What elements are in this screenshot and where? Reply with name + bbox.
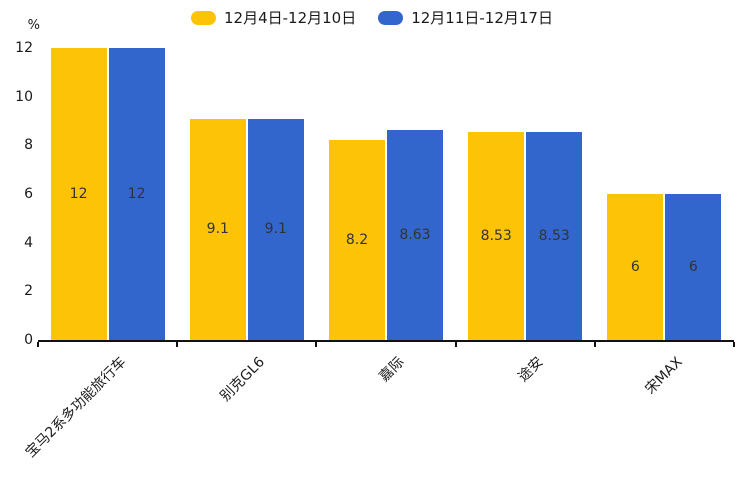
legend-swatch-icon (191, 10, 216, 25)
bar-series-1-category-5: 6 (607, 194, 664, 340)
y-tick-label: 10 (15, 88, 33, 105)
bar-value-label: 6 (630, 259, 640, 275)
bar-value-label: 6 (688, 259, 698, 275)
bar-series-2-category-1: 12 (108, 48, 165, 340)
bar-value-label: 12 (127, 186, 146, 202)
x-axis-line (38, 340, 734, 342)
x-category-label-text: 途安 (515, 354, 547, 386)
bar-series-1-category-2: 9.1 (189, 118, 246, 340)
bar-value-label: 9.1 (264, 221, 287, 238)
legend-item-label: 12月4日-12月10日 (224, 9, 357, 27)
bar-series-2-category-2: 9.1 (247, 118, 304, 340)
bar-series-2-category-3: 8.63 (387, 130, 443, 340)
x-category-label-text: 宝马2系多功能旅行车 (22, 354, 130, 461)
bar-series-1-category-4: 8.53 (468, 132, 525, 340)
y-tick-label: 8 (24, 137, 33, 154)
bar-value-label: 8.63 (399, 226, 431, 243)
y-tick-label: 4 (24, 234, 33, 251)
x-axis-tick (315, 342, 318, 347)
x-axis-tick (454, 342, 457, 347)
bar-series-1-category-1: 12 (50, 48, 107, 340)
chart-legend: 12月4日-12月10日 12月11日-12月17日 (0, 7, 744, 28)
bar-value-label: 8.2 (345, 232, 369, 249)
bar-value-label: 12 (69, 186, 88, 202)
x-axis-tick (733, 342, 735, 347)
y-tick-label: 2 (24, 283, 33, 300)
bar-value-label: 8.53 (538, 228, 570, 245)
y-tick-label: 0 (24, 332, 33, 348)
y-axis-unit-label: % (27, 18, 40, 33)
y-tick-label: 6 (24, 186, 33, 202)
legend-swatch-icon (378, 10, 404, 25)
legend-item[interactable]: 12月4日-12月10日 (191, 7, 356, 28)
x-category-label-text: 嘉际 (376, 354, 408, 386)
x-axis-tick (176, 342, 179, 347)
bar-value-label: 8.53 (480, 228, 512, 245)
x-axis-tick (593, 342, 596, 347)
bar-series-2-category-4: 8.53 (526, 132, 583, 340)
bar-series-2-category-5: 6 (665, 194, 722, 340)
y-tick-label: 12 (15, 40, 33, 56)
legend-item-label: 12月11日-12月17日 (411, 9, 553, 27)
bar-value-label: 9.1 (206, 221, 229, 238)
x-category-label-text: 别克GL6 (217, 354, 269, 405)
x-category-label-text: 宋MAX (642, 354, 686, 398)
legend-item[interactable]: 12月11日-12月17日 (378, 7, 553, 28)
bar-series-1-category-3: 8.2 (329, 140, 385, 340)
x-axis-tick (37, 342, 39, 347)
